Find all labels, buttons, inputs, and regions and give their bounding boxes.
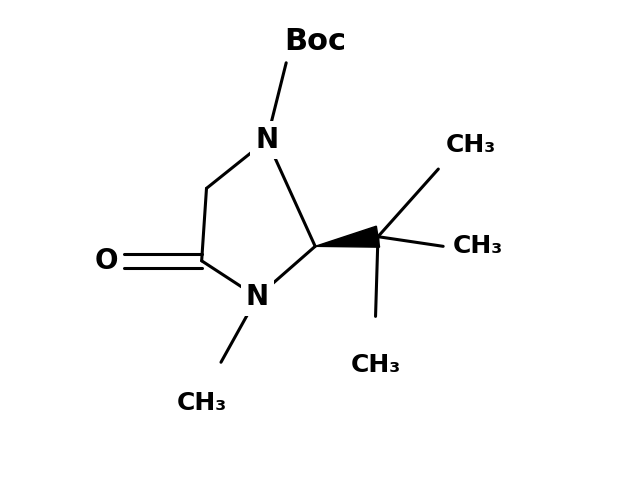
Text: O: O — [95, 247, 118, 275]
Text: N: N — [255, 126, 278, 154]
Text: N: N — [246, 283, 269, 311]
Polygon shape — [315, 226, 380, 247]
Text: CH₃: CH₃ — [445, 133, 496, 157]
Text: CH₃: CH₃ — [453, 234, 503, 258]
Text: CH₃: CH₃ — [177, 391, 227, 415]
Text: CH₃: CH₃ — [351, 353, 401, 377]
Text: Boc: Boc — [284, 27, 346, 56]
